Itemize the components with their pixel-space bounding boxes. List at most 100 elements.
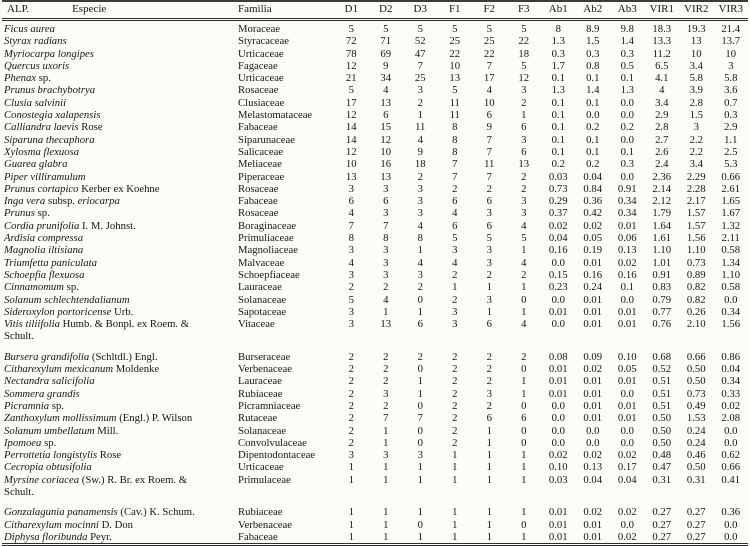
value-cell: 1 — [486, 506, 492, 519]
value-cell: 18.3 — [652, 23, 672, 35]
value-cell: 0.01 — [617, 375, 637, 388]
value-cell: 2 — [348, 281, 354, 294]
col-header-d3: D3 — [403, 1, 438, 21]
table-row: Cinnamomum sp. Lauraceae 2 2 2 1 1 1 0.23 0.24 0… — [2, 281, 748, 293]
value-cell: 1 — [486, 461, 492, 474]
value-cell: 8 — [452, 145, 458, 158]
value-cell: 1 — [417, 506, 423, 519]
value-cell: 3.4 — [655, 96, 669, 109]
value-cell: 16 — [380, 158, 392, 171]
value-cell: 17 — [345, 96, 357, 109]
value-cell: 10 — [725, 47, 737, 60]
value-cell: 0 — [417, 518, 423, 531]
species-name: Phenax sp. — [4, 72, 51, 85]
value-cell: 2.08 — [721, 412, 741, 425]
value-cell: 0.15 — [548, 268, 568, 281]
value-cell: 0.01 — [548, 363, 568, 376]
value-cell: 19.3 — [686, 23, 706, 35]
value-cell: 2.7 — [655, 133, 669, 146]
value-cell: 3 — [383, 244, 389, 257]
value-cell: 1.57 — [686, 219, 706, 232]
familia-cell: Clusiaceae — [238, 96, 285, 109]
value-cell: 13.3 — [652, 35, 672, 48]
value-cell: 5 — [452, 84, 458, 97]
value-cell: 0.01 — [617, 399, 637, 412]
value-cell: 2.29 — [686, 170, 706, 183]
value-cell: 25 — [483, 35, 495, 48]
value-cell: 8 — [452, 121, 458, 134]
species-name: Prunus brachybotrya — [4, 84, 96, 97]
table-row: Conostegia xalapensis Melastomataceae 12… — [2, 109, 748, 121]
species-name: Quercus uxoris — [4, 59, 70, 72]
value-cell: 2 — [417, 350, 423, 363]
value-cell: 0.0 — [620, 133, 634, 146]
value-cell: 0.1 — [586, 72, 600, 85]
col-header-vir3: VIR3 — [713, 1, 748, 21]
value-cell: 0.27 — [679, 530, 714, 546]
value-cell: 1.64 — [652, 219, 672, 232]
value-cell: 0.01 — [583, 318, 603, 331]
value-cell: 0.89 — [686, 268, 706, 281]
value-cell: 1.5 — [586, 35, 600, 48]
species-name: Prunus cortapico Kerber ex Koehne — [4, 182, 160, 195]
value-cell: 0.50 — [686, 461, 706, 474]
value-cell: 0 — [521, 436, 527, 449]
table-row: Zanthoxylum mollissimum (Engl.) P. Wilso… — [2, 412, 748, 424]
familia-cell: Rosaceae — [238, 182, 279, 195]
value-cell: 0 — [521, 424, 527, 437]
value-cell: 0.34 — [617, 207, 637, 220]
value-cell: 2.8 — [689, 96, 703, 109]
value-cell: 0.0 — [551, 399, 565, 412]
value-cell: 6 — [521, 121, 527, 134]
value-cell: 1 — [521, 375, 527, 388]
value-cell: 0.0 — [620, 96, 634, 109]
value-cell: 1 — [383, 424, 389, 437]
value-cell: 0.52 — [652, 363, 672, 376]
value-cell: 13 — [345, 170, 357, 183]
value-cell: 3 — [693, 121, 699, 134]
value-cell: 0.1 — [551, 121, 565, 134]
value-cell: 0 — [521, 518, 527, 531]
value-cell: 12 — [345, 109, 357, 122]
value-cell: 12 — [518, 72, 530, 85]
value-cell: 1.56 — [721, 318, 741, 331]
value-cell: 1 — [417, 375, 423, 388]
value-cell: 4 — [417, 219, 423, 232]
value-cell: 2.11 — [721, 232, 740, 245]
familia-cell: Melastomataceae — [238, 109, 313, 122]
value-cell: 5 — [521, 232, 527, 245]
value-cell: 0.02 — [583, 449, 603, 462]
value-cell: 0.01 — [617, 305, 637, 318]
value-cell: 4 — [486, 84, 492, 97]
value-cell: 2 — [348, 424, 354, 437]
value-cell: 0.05 — [617, 363, 637, 376]
value-cell: 52 — [414, 35, 426, 48]
value-cell: 0.02 — [548, 449, 568, 462]
value-cell: 1 — [417, 473, 423, 486]
value-cell: 0.05 — [583, 232, 603, 245]
value-cell: 6 — [521, 412, 527, 425]
value-cell: 1.32 — [721, 219, 741, 232]
value-cell: 0.17 — [617, 461, 637, 474]
value-cell: 0.04 — [583, 473, 603, 486]
value-cell: 0.51 — [652, 399, 672, 412]
species-name: Nectandra salicifolia — [4, 375, 95, 388]
species-name: Diphysa floribunda Peyr. — [2, 530, 238, 546]
value-cell: 3 — [452, 318, 458, 331]
table-row: Cecropia obtusifolia Urticaceae 1 1 1 1 1 1 0.… — [2, 461, 748, 473]
value-cell: 0.1 — [551, 133, 565, 146]
value-cell: 13 — [380, 170, 392, 183]
value-cell: 8.9 — [586, 23, 600, 35]
value-cell: 5.3 — [724, 158, 738, 171]
table-row: Solanum schlechtendalianum Solanaceae 5 4… — [2, 294, 748, 306]
value-cell: 0.01 — [583, 375, 603, 388]
value-cell: 3 — [521, 195, 527, 208]
species-name: Clusia salvinii — [4, 96, 67, 109]
col-header-ab1: Ab1 — [541, 1, 576, 21]
value-cell: 2 — [383, 350, 389, 363]
value-cell: 3 — [486, 293, 492, 306]
value-cell: 5 — [383, 23, 389, 35]
value-cell: 3 — [521, 84, 527, 97]
value-cell: 0.86 — [721, 350, 741, 363]
